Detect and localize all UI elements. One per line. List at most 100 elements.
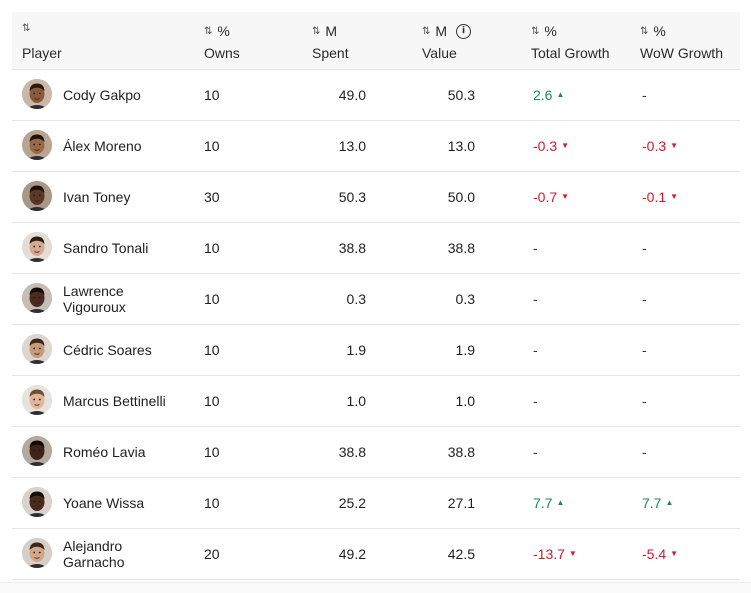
value-cell: 27.1 xyxy=(447,495,475,511)
spent-cell: 1.9 xyxy=(346,342,366,358)
spent-cell: 49.2 xyxy=(338,546,366,562)
sort-icon[interactable]: ⇅ xyxy=(204,25,212,37)
value-cell: 50.3 xyxy=(447,87,475,103)
player-name[interactable]: Lawrence Vigouroux xyxy=(63,283,126,315)
player-name[interactable]: Ivan Toney xyxy=(63,189,131,205)
total-growth-cell: - xyxy=(533,325,628,375)
player-name[interactable]: Yoane Wissa xyxy=(63,495,145,511)
growth-value: - xyxy=(533,444,538,460)
player-name[interactable]: Alejandro Garnacho xyxy=(63,538,125,570)
value-cell: 0.3 xyxy=(455,291,475,307)
player-name[interactable]: Marcus Bettinelli xyxy=(63,393,166,409)
player-cell[interactable]: Sandro Tonali xyxy=(12,223,192,273)
growth-value: - xyxy=(642,342,647,358)
player-cell[interactable]: Yoane Wissa xyxy=(12,478,192,528)
table-row[interactable]: Yoane Wissa 10 25.2 27.1 7.7 ▲ 7.7 ▲ xyxy=(12,478,740,529)
player-name[interactable]: Roméo Lavia xyxy=(63,444,146,460)
player-name[interactable]: Cédric Soares xyxy=(63,342,152,358)
value-cell: 38.8 xyxy=(447,444,475,460)
owns-cell: 30 xyxy=(204,189,220,205)
wow-growth-cell: -5.4 ▼ xyxy=(642,529,737,579)
owns-cell: 20 xyxy=(204,546,220,562)
player-avatar xyxy=(22,79,52,109)
player-cell[interactable]: Marcus Bettinelli xyxy=(12,376,192,426)
player-name[interactable]: Álex Moreno xyxy=(63,138,142,154)
player-name[interactable]: Sandro Tonali xyxy=(63,240,149,256)
owns-cell: 10 xyxy=(204,240,220,256)
trend-up-icon: ▲ xyxy=(556,89,565,99)
spent-cell: 1.0 xyxy=(346,393,366,409)
total-growth-cell: - xyxy=(533,223,628,273)
wow-growth-cell: - xyxy=(642,325,737,375)
table-row[interactable]: Marcus Bettinelli 10 1.0 1.0 - - xyxy=(12,376,740,427)
wow-growth-cell: - xyxy=(642,223,737,273)
table-row[interactable]: Cody Gakpo 10 49.0 50.3 2.6 ▲ - xyxy=(12,70,740,121)
column-header-player[interactable]: ⇅ Player xyxy=(22,12,192,69)
column-label-total-growth: Total Growth xyxy=(531,45,610,61)
player-avatar xyxy=(22,232,52,262)
column-header-spent[interactable]: ⇅ M Spent xyxy=(312,12,412,69)
table-row[interactable]: Roméo Lavia 10 38.8 38.8 - - xyxy=(12,427,740,478)
sort-icon[interactable]: ⇅ xyxy=(640,25,648,37)
trend-down-icon: ▼ xyxy=(670,140,679,150)
sort-icon[interactable]: ⇅ xyxy=(531,25,539,37)
total-growth-cell: - xyxy=(533,427,628,477)
value-cell: 1.9 xyxy=(455,342,475,358)
player-cell[interactable]: Alejandro Garnacho xyxy=(12,529,192,579)
growth-value: - xyxy=(533,240,538,256)
total-growth-cell: -0.3 ▼ xyxy=(533,121,628,171)
sort-icon[interactable]: ⇅ xyxy=(312,25,320,37)
owns-cell: 10 xyxy=(204,138,220,154)
growth-value: - xyxy=(642,444,647,460)
total-growth-cell: - xyxy=(533,376,628,426)
value-cell: 38.8 xyxy=(447,240,475,256)
column-label-value: Value xyxy=(422,45,457,61)
sort-icon[interactable]: ⇅ xyxy=(422,25,430,37)
player-cell[interactable]: Ivan Toney xyxy=(12,172,192,222)
table-row[interactable]: Ivan Toney 30 50.3 50.0 -0.7 ▼ -0.1 ▼ xyxy=(12,172,740,223)
player-cell[interactable]: Roméo Lavia xyxy=(12,427,192,477)
player-cell[interactable]: Álex Moreno xyxy=(12,121,192,171)
sort-icon[interactable]: ⇅ xyxy=(22,23,30,34)
player-name[interactable]: Cody Gakpo xyxy=(63,87,141,103)
owns-cell: 10 xyxy=(204,495,220,511)
column-header-owns[interactable]: ⇅% Owns xyxy=(204,12,304,69)
owns-cell: 10 xyxy=(204,444,220,460)
player-avatar xyxy=(22,130,52,160)
player-cell[interactable]: Cody Gakpo xyxy=(12,70,192,120)
trend-down-icon: ▼ xyxy=(670,191,679,201)
spent-cell: 49.0 xyxy=(338,87,366,103)
player-avatar xyxy=(22,334,52,364)
table-row[interactable]: Cédric Soares 10 1.9 1.9 - - xyxy=(12,325,740,376)
growth-value: -0.7 xyxy=(533,189,558,205)
column-header-wow-growth[interactable]: ⇅% WoW Growth xyxy=(640,12,740,69)
column-label-player: Player xyxy=(22,45,62,61)
total-growth-cell: - xyxy=(533,274,628,324)
value-cell: 42.5 xyxy=(447,546,475,562)
total-growth-cell: 7.7 ▲ xyxy=(533,478,628,528)
info-icon[interactable]: i xyxy=(456,23,472,39)
spent-cell: 0.3 xyxy=(346,291,366,307)
owns-cell: 10 xyxy=(204,87,220,103)
growth-value: - xyxy=(642,240,647,256)
table-row[interactable]: Sandro Tonali 10 38.8 38.8 - - xyxy=(12,223,740,274)
growth-value: - xyxy=(533,393,538,409)
player-avatar xyxy=(22,283,52,313)
player-avatar xyxy=(22,487,52,517)
spent-cell: 13.0 xyxy=(338,138,366,154)
player-cell[interactable]: Cédric Soares xyxy=(12,325,192,375)
unit-label: M xyxy=(435,23,448,39)
table-row[interactable]: Lawrence Vigouroux 10 0.3 0.3 - - xyxy=(12,274,740,325)
unit-label: M xyxy=(325,23,338,39)
growth-value: - xyxy=(642,393,647,409)
table-row[interactable]: Álex Moreno 10 13.0 13.0 -0.3 ▼ -0.3 ▼ xyxy=(12,121,740,172)
player-cell[interactable]: Lawrence Vigouroux xyxy=(12,274,192,324)
table-row[interactable]: Alejandro Garnacho 20 49.2 42.5 -13.7 ▼ -5.4 ▼ xyxy=(12,529,740,580)
wow-growth-cell: - xyxy=(642,70,737,120)
trend-down-icon: ▼ xyxy=(568,548,577,558)
wow-growth-cell: - xyxy=(642,376,737,426)
column-header-total-growth[interactable]: ⇅% Total Growth xyxy=(531,12,636,69)
trend-down-icon: ▼ xyxy=(561,140,570,150)
